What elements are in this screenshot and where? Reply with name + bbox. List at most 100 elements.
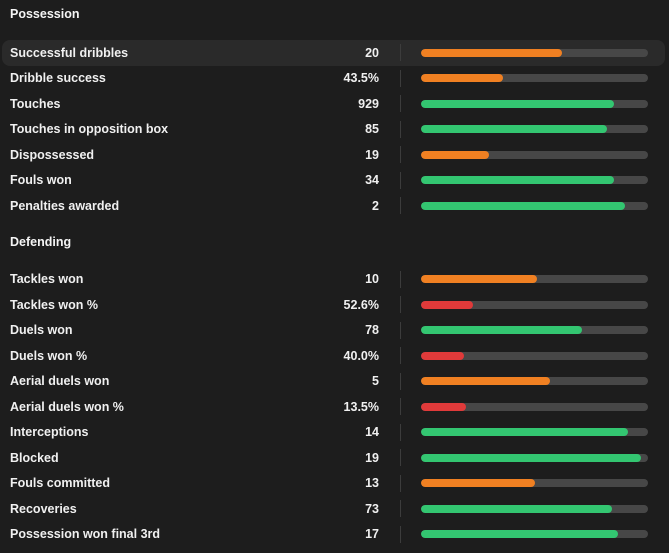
percentile-bar-track bbox=[421, 377, 648, 386]
percentile-bar-track bbox=[421, 479, 648, 488]
stat-value: 929 bbox=[358, 96, 379, 111]
percentile-bar-track bbox=[421, 351, 648, 360]
divider bbox=[400, 95, 401, 112]
stat-value: 52.6% bbox=[343, 297, 379, 312]
divider bbox=[400, 321, 401, 339]
section-title: Possession bbox=[10, 7, 80, 21]
stat-value: 2 bbox=[372, 198, 379, 213]
stat-label: Aerial duels won % bbox=[10, 399, 124, 414]
stat-row[interactable]: Fouls committed 13 bbox=[2, 471, 665, 497]
percentile-bar-fill bbox=[421, 300, 474, 309]
stat-value: 34 bbox=[365, 173, 379, 188]
stat-row[interactable]: Fouls won 34 bbox=[2, 168, 665, 194]
stat-value: 20 bbox=[365, 45, 379, 60]
percentile-bar-fill bbox=[421, 99, 614, 108]
percentile-bar-track bbox=[421, 125, 648, 134]
stat-label: Fouls committed bbox=[10, 476, 111, 491]
stat-row[interactable]: Recoveries 73 bbox=[2, 496, 665, 522]
percentile-bar-fill bbox=[421, 125, 608, 134]
section-defending: Defending Tackles won 10 Tackles won % 52.6… bbox=[0, 219, 669, 548]
divider bbox=[400, 372, 401, 390]
percentile-bar-fill bbox=[421, 150, 490, 159]
divider bbox=[400, 474, 401, 492]
percentile-bar-fill bbox=[421, 504, 612, 513]
percentile-bar-fill bbox=[421, 48, 562, 57]
percentile-bar-track bbox=[421, 300, 648, 309]
stat-value: 5 bbox=[372, 374, 379, 389]
stat-value: 13 bbox=[365, 476, 379, 491]
stat-label: Duels won % bbox=[10, 348, 88, 363]
section-possession: Possession Successful dribbles 20 Dribble … bbox=[0, 1, 669, 219]
stat-row[interactable]: Tackles won 10 bbox=[2, 267, 665, 293]
stat-label: Interceptions bbox=[10, 425, 89, 440]
stat-label: Blocked bbox=[10, 450, 59, 465]
percentile-bar-track bbox=[421, 201, 648, 210]
stat-label: Tackles won bbox=[10, 272, 84, 287]
stat-value: 19 bbox=[365, 450, 379, 465]
divider bbox=[400, 347, 401, 364]
stat-label: Tackles won % bbox=[10, 297, 98, 312]
stat-value: 43.5% bbox=[343, 71, 379, 86]
percentile-bar-fill bbox=[421, 326, 583, 335]
percentile-bar-fill bbox=[421, 479, 535, 488]
percentile-bar-track bbox=[421, 48, 648, 57]
percentile-bar-fill bbox=[421, 351, 465, 360]
divider bbox=[400, 270, 401, 288]
section-title: Defending bbox=[10, 234, 72, 249]
stat-label: Touches in opposition box bbox=[10, 122, 169, 137]
divider bbox=[400, 171, 401, 189]
percentile-bar-track bbox=[421, 275, 648, 284]
percentile-bar-fill bbox=[421, 428, 628, 437]
stat-row[interactable]: Dribble success 43.5% bbox=[2, 66, 665, 92]
stat-row[interactable]: Blocked 19 bbox=[2, 445, 665, 471]
stat-row[interactable]: Penalties awarded 2 bbox=[2, 193, 665, 219]
percentile-bar-track bbox=[421, 530, 648, 539]
percentile-bar-fill bbox=[421, 275, 537, 284]
stat-row[interactable]: Aerial duels won 5 bbox=[2, 369, 665, 395]
divider bbox=[400, 197, 401, 214]
stat-row[interactable]: Possession won final 3rd 17 bbox=[2, 522, 665, 548]
stat-value: 17 bbox=[365, 527, 379, 542]
stat-label: Recoveries bbox=[10, 501, 77, 516]
divider bbox=[400, 525, 401, 543]
divider bbox=[400, 44, 401, 61]
divider bbox=[400, 69, 401, 87]
percentile-bar-fill bbox=[421, 74, 503, 83]
divider bbox=[400, 500, 401, 517]
stat-label: Dribble success bbox=[10, 71, 106, 86]
stat-row[interactable]: Aerial duels won % 13.5% bbox=[2, 394, 665, 420]
stat-row[interactable]: Tackles won % 52.6% bbox=[2, 292, 665, 318]
stat-row[interactable]: Duels won % 40.0% bbox=[2, 343, 665, 369]
stat-label: Touches bbox=[10, 96, 61, 111]
stat-label: Duels won bbox=[10, 323, 73, 338]
stat-label: Successful dribbles bbox=[10, 45, 129, 60]
percentile-bar-track bbox=[421, 326, 648, 335]
stat-label: Penalties awarded bbox=[10, 198, 120, 213]
divider bbox=[400, 449, 401, 466]
percentile-bar-fill bbox=[421, 402, 467, 411]
stat-label: Fouls won bbox=[10, 173, 72, 188]
stat-row[interactable]: Dispossessed 19 bbox=[2, 142, 665, 168]
percentile-bar-track bbox=[421, 74, 648, 83]
stat-value: 78 bbox=[365, 323, 379, 338]
stat-label: Possession won final 3rd bbox=[10, 527, 161, 542]
stat-value: 40.0% bbox=[343, 348, 379, 363]
percentile-bar-track bbox=[421, 428, 648, 437]
divider bbox=[400, 296, 401, 313]
stat-value: 19 bbox=[365, 147, 379, 162]
stat-row[interactable]: Touches in opposition box 85 bbox=[2, 117, 665, 143]
divider bbox=[400, 423, 401, 441]
stat-row[interactable]: Interceptions 14 bbox=[2, 420, 665, 446]
percentile-bar-fill bbox=[421, 530, 619, 539]
divider bbox=[400, 398, 401, 415]
stat-value: 13.5% bbox=[343, 399, 379, 414]
percentile-bar-track bbox=[421, 176, 648, 185]
stat-row[interactable]: Duels won 78 bbox=[2, 318, 665, 344]
percentile-bar-track bbox=[421, 99, 648, 108]
stat-label: Aerial duels won bbox=[10, 374, 110, 389]
stat-row[interactable]: Touches 929 bbox=[2, 91, 665, 117]
stat-value: 14 bbox=[365, 425, 379, 440]
stat-row[interactable]: Successful dribbles 20 bbox=[2, 40, 665, 66]
percentile-bar-fill bbox=[421, 176, 614, 185]
